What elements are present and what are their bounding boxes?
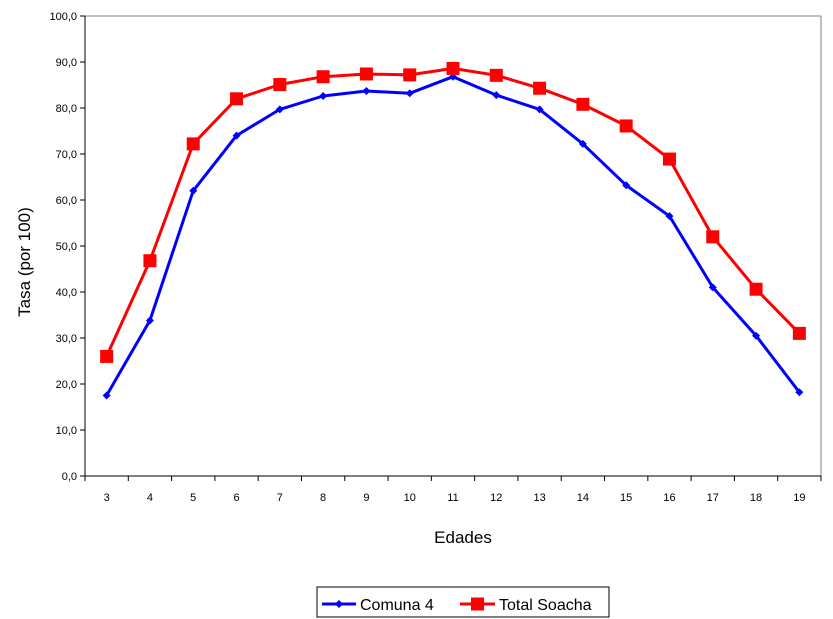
series-total-soacha — [100, 61, 806, 363]
x-tick-label: 16 — [663, 492, 675, 504]
legend: Comuna 4 Total Soacha — [316, 586, 610, 618]
x-tick-label: 8 — [320, 492, 326, 504]
data-point-comuna-4 — [622, 181, 631, 190]
data-point-comuna-4 — [145, 316, 154, 325]
x-tick-label: 15 — [620, 492, 632, 504]
x-tick-label: 11 — [447, 492, 458, 504]
legend-label-total-soacha: Total Soacha — [499, 597, 592, 614]
x-tick-label: 6 — [233, 492, 239, 504]
data-point-comuna-4 — [492, 91, 501, 100]
data-point-total-soacha — [489, 68, 503, 82]
y-tick-label: 60,0 — [56, 195, 77, 207]
x-tick-label: 13 — [533, 492, 545, 504]
data-point-total-soacha — [403, 68, 417, 82]
legend-marker-total-soacha — [471, 597, 484, 611]
y-tick-label: 80,0 — [56, 103, 77, 115]
x-tick-label: 18 — [750, 492, 762, 504]
data-point-comuna-4 — [405, 89, 414, 98]
data-point-comuna-4 — [578, 139, 587, 148]
data-point-total-soacha — [316, 70, 330, 84]
data-point-total-soacha — [533, 81, 547, 95]
data-point-comuna-4 — [319, 92, 328, 101]
x-tick-label: 19 — [793, 492, 805, 504]
data-point-comuna-4 — [362, 86, 371, 95]
series-layer — [100, 61, 806, 400]
y-tick-label: 70,0 — [56, 149, 77, 161]
axes — [80, 15, 822, 481]
data-point-comuna-4 — [752, 331, 761, 340]
y-tick-label: 30,0 — [56, 333, 77, 345]
x-tick-label: 7 — [277, 492, 283, 504]
data-point-comuna-4 — [232, 131, 241, 140]
x-tick-labels: 3 4 5 6 7 8 9 10 11 12 13 14 15 16 17 18 19 — [104, 492, 806, 504]
series-line-total-soacha — [105, 66, 801, 358]
x-tick-label: 14 — [577, 492, 589, 504]
y-axis-title: Tasa (por 100) — [15, 207, 34, 317]
x-tick-label: 17 — [707, 492, 719, 504]
y-tick-labels: 0,0 10,0 20,0 30,0 40,0 50,0 60,0 70,0 80,0 90,0 1… — [49, 11, 77, 483]
x-tick-label: 3 — [104, 492, 110, 504]
data-point-comuna-4 — [189, 186, 198, 195]
legend-marker-comuna-4 — [335, 600, 343, 608]
data-point-total-soacha — [359, 67, 373, 81]
x-tick-label: 12 — [490, 492, 502, 504]
data-point-total-soacha — [749, 282, 763, 296]
x-tick-label: 10 — [404, 492, 416, 504]
y-tick-label: 10,0 — [56, 425, 77, 437]
y-tick-label: 40,0 — [56, 287, 77, 299]
data-point-total-soacha — [576, 97, 590, 111]
legend-box — [316, 586, 610, 618]
x-tick-label: 5 — [190, 492, 196, 504]
y-tick-label: 90,0 — [56, 57, 77, 69]
data-point-total-soacha — [100, 349, 114, 363]
x-tick-label: 4 — [147, 492, 153, 504]
data-point-total-soacha — [446, 61, 460, 75]
data-point-comuna-4 — [535, 105, 544, 114]
data-point-comuna-4 — [275, 105, 284, 114]
data-point-total-soacha — [230, 92, 244, 106]
x-tick-label: 9 — [363, 492, 369, 504]
data-point-comuna-4 — [708, 283, 717, 292]
y-tick-label: 0,0 — [62, 471, 77, 483]
y-tick-label: 100,0 — [49, 11, 77, 23]
data-point-total-soacha — [273, 78, 287, 92]
data-point-comuna-4 — [795, 388, 804, 397]
data-point-total-soacha — [143, 254, 157, 268]
data-point-total-soacha — [619, 119, 633, 133]
legend-label-comuna-4: Comuna 4 — [360, 597, 434, 614]
data-point-total-soacha — [792, 326, 806, 340]
x-axis-title: Edades — [434, 528, 492, 547]
data-point-total-soacha — [662, 152, 676, 166]
data-point-comuna-4 — [665, 212, 674, 221]
y-tick-label: 50,0 — [56, 241, 77, 253]
data-point-comuna-4 — [102, 391, 111, 400]
data-point-total-soacha — [186, 137, 200, 151]
series-comuna-4 — [102, 72, 804, 400]
y-tick-label: 20,0 — [56, 379, 77, 391]
data-point-total-soacha — [706, 230, 720, 244]
